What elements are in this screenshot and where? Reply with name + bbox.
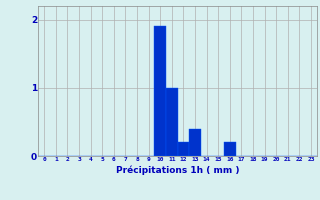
Bar [155,26,166,156]
Bar [178,142,189,156]
Bar [224,142,236,156]
Bar [166,88,178,156]
X-axis label: Précipitations 1h ( mm ): Précipitations 1h ( mm ) [116,165,239,175]
Bar [189,129,201,156]
